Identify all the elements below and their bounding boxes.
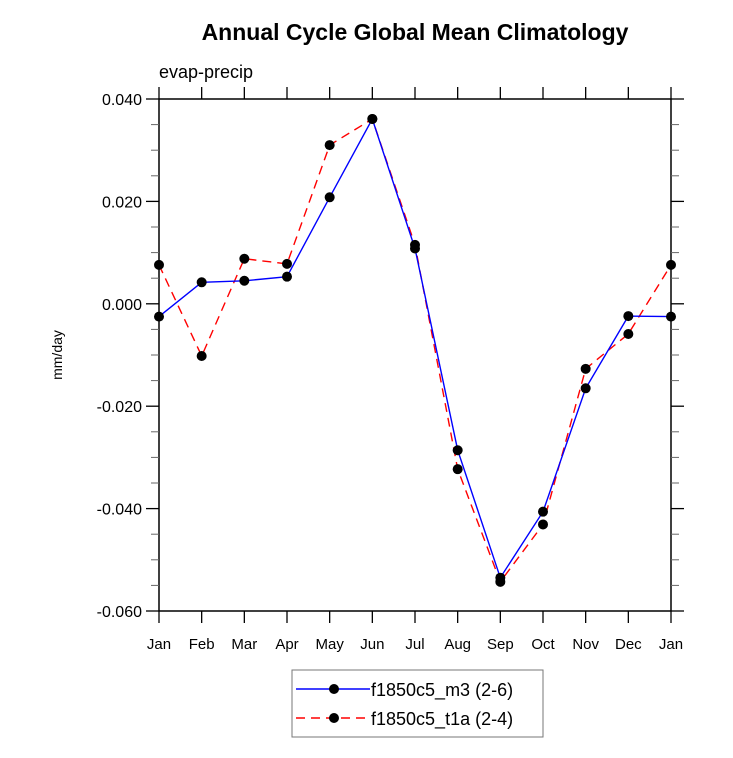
data-point: [452, 445, 463, 456]
legend-marker: [329, 684, 339, 694]
data-point: [196, 351, 207, 362]
data-point: [154, 311, 164, 322]
series-layer: [154, 113, 676, 587]
data-point: [324, 192, 335, 203]
x-tick-label: Mar: [231, 636, 257, 653]
legend-label: f1850c5_m3 (2-6): [371, 680, 513, 701]
data-point: [580, 363, 591, 374]
data-point: [324, 140, 335, 151]
x-tick-label: Jan: [659, 636, 683, 653]
x-tick-label: Sep: [487, 636, 514, 653]
data-point: [154, 259, 164, 270]
x-tick-label: Jul: [405, 636, 424, 653]
y-tick-label: 0.040: [102, 92, 142, 109]
x-tick-label: Jun: [360, 636, 384, 653]
legend-box: [291, 669, 544, 738]
data-point: [410, 239, 420, 250]
y-axis-label: mm/day: [49, 330, 65, 380]
data-point: [495, 576, 506, 587]
data-point: [452, 464, 463, 475]
data-point: [367, 113, 378, 124]
series-line: [158, 117, 672, 580]
axes: -0.060 -0.040 -0.020 0.000 0.020 0.040 Jan Feb M…: [97, 87, 684, 653]
x-tick-label: Feb: [189, 636, 215, 653]
data-point: [538, 519, 548, 530]
x-tick-label: Apr: [275, 636, 298, 653]
y-tick-label: 0.020: [102, 194, 142, 211]
chart-title: Annual Cycle Global Mean Climatology: [202, 19, 629, 45]
x-tick-label: Nov: [572, 636, 599, 653]
plot-frame: [158, 98, 672, 612]
x-tick-label: Jan: [147, 636, 171, 653]
legend: f1850c5_m3 (2-6) f1850c5_t1a (2-4): [291, 669, 544, 738]
legend-marker: [329, 713, 339, 723]
x-tick-label: May: [315, 636, 344, 653]
y-tick-label: -0.020: [97, 399, 142, 416]
y-tick-label: 0.000: [102, 297, 142, 314]
chart-subtitle: evap-precip: [159, 62, 253, 82]
x-tick-label: Aug: [444, 636, 471, 653]
data-point: [666, 259, 676, 270]
series-line: [158, 117, 672, 584]
data-point: [538, 506, 548, 517]
data-point: [282, 271, 292, 282]
legend-label: f1850c5_t1a (2-4): [371, 709, 513, 730]
data-point: [580, 383, 591, 394]
y-tick-label: -0.060: [97, 604, 142, 621]
x-tick-label: Oct: [531, 636, 555, 653]
data-point: [666, 311, 676, 322]
data-point: [282, 258, 292, 269]
data-point: [239, 253, 250, 264]
x-tick-label: Dec: [615, 636, 642, 653]
data-point: [196, 277, 207, 288]
y-tick-label: -0.040: [97, 502, 142, 519]
data-point: [623, 311, 634, 322]
data-point: [239, 275, 250, 286]
data-point: [623, 329, 634, 340]
